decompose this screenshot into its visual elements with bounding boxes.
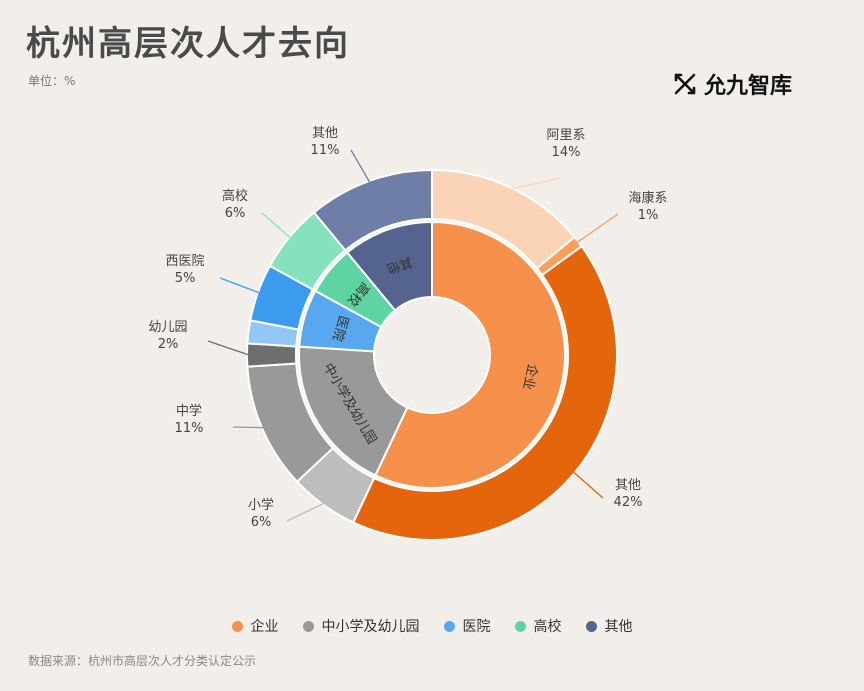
- callout-line-4: [232, 426, 265, 429]
- inner-segment-0: [374, 220, 566, 489]
- brand-logo: 允九智库: [672, 68, 792, 100]
- callout-line-3: [286, 502, 325, 522]
- callout-value-0: 14%: [552, 145, 581, 160]
- callout-value-2: 42%: [614, 495, 643, 510]
- callout-line-0: [509, 177, 561, 191]
- legend-dot-icon: [443, 620, 455, 632]
- legend-label: 其他: [604, 619, 633, 635]
- chart-title: 杭州高层次人才去向: [26, 24, 350, 64]
- callout-line-8: [261, 212, 292, 239]
- callout-line-2: [572, 471, 604, 499]
- callout-name-8: 高校: [222, 188, 248, 204]
- legend-item-2: 医院: [443, 616, 491, 636]
- legend-item-0: 企业: [231, 616, 279, 636]
- logo-text: 允九智库: [704, 74, 793, 99]
- inner-segment-1: [298, 345, 409, 477]
- callout-value-3: 6%: [251, 515, 272, 530]
- callout-labels: 阿里系 14% 海康系 1% 其他 42% 小学 6% 中学 11% 幼儿园 2% 西医院 5% 高校 6% 其…: [148, 126, 667, 530]
- callout-name-5: 幼儿园: [148, 320, 187, 335]
- legend-label: 中小学及幼儿园: [321, 619, 420, 635]
- callout-line-1: [576, 213, 619, 244]
- legend-dot-icon: [231, 620, 243, 632]
- legend-item-4: 其他: [585, 616, 633, 636]
- callout-name-4: 中学: [176, 403, 202, 419]
- legend-dot-icon: [585, 620, 597, 632]
- callout-line-5: [207, 340, 250, 356]
- legend-item-1: 中小学及幼儿园: [302, 616, 420, 636]
- callout-name-7: 西医院: [165, 254, 204, 269]
- legend-label: 医院: [462, 619, 491, 635]
- callout-name-3: 小学: [248, 497, 274, 513]
- callout-value-1: 1%: [638, 208, 659, 223]
- legend-label: 企业: [250, 619, 279, 635]
- logo-mark-icon: [674, 73, 696, 95]
- callout-name-0: 阿里系: [546, 128, 585, 143]
- outer-segment-9: [312, 168, 433, 252]
- callout-line-7: [219, 277, 261, 294]
- callout-value-4: 11%: [175, 421, 204, 436]
- callout-value-7: 5%: [175, 271, 196, 286]
- callout-line-9: [350, 149, 371, 184]
- legend-item-3: 高校: [514, 616, 562, 636]
- legend-label: 高校: [533, 619, 562, 635]
- callout-value-5: 2%: [158, 337, 179, 352]
- inner-segment-4: [345, 220, 433, 312]
- inner-label-0: 企业: [519, 362, 540, 391]
- outer-ring: [246, 168, 618, 541]
- outer-segment-2: [351, 244, 618, 541]
- legend-dot-icon: [514, 620, 526, 632]
- unit-label: 单位：%: [28, 74, 76, 88]
- callout-name-9: 其他: [312, 126, 338, 141]
- callout-name-2: 其他: [615, 478, 641, 493]
- data-source: 数据来源：杭州市高层次人才分类认定公示: [28, 654, 257, 668]
- callout-value-8: 6%: [225, 206, 246, 221]
- legend-dot-icon: [302, 620, 314, 632]
- callout-value-9: 11%: [311, 143, 340, 158]
- callout-name-1: 海康系: [628, 190, 667, 206]
- legend: 企业 中小学及幼儿园 医院 高校 其他: [0, 616, 864, 636]
- inner-ring: [298, 220, 566, 489]
- inner-label-2: 医院: [329, 314, 351, 343]
